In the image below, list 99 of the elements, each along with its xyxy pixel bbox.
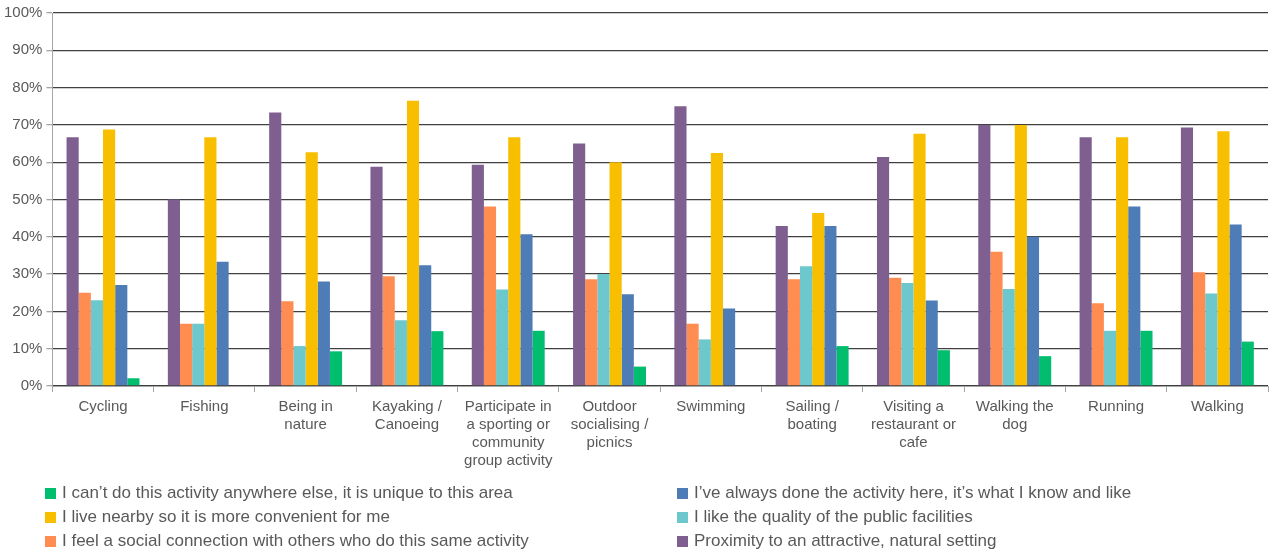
bar: [787, 279, 800, 386]
bar: [710, 152, 723, 386]
bar: [406, 100, 420, 386]
bar: [812, 212, 825, 386]
x-tick-label: Fishing: [180, 397, 229, 415]
bar: [1128, 206, 1141, 386]
bar: [78, 292, 91, 386]
bar: [1217, 131, 1230, 386]
x-tick-label: Outdoor socialising / picnics: [570, 397, 650, 451]
x-tick-label: Cycling: [78, 397, 128, 415]
legend-label: I’ve always done the activity here, it’s what I know and like: [694, 482, 1132, 504]
legend-label: I feel a social connection with others who do this same activity: [62, 530, 529, 552]
y-tick-label: 40%: [12, 226, 43, 244]
bar: [1180, 127, 1194, 386]
x-tick-label: Swimming: [676, 397, 746, 415]
bar: [1193, 272, 1206, 386]
bar: [1026, 236, 1040, 386]
bar: [216, 261, 229, 386]
bar: [824, 225, 837, 386]
legend-label: I like the quality of the public facilities: [694, 506, 973, 528]
bar: [281, 301, 294, 386]
y-tick-label: 30%: [12, 264, 43, 282]
bar: [1229, 224, 1242, 386]
bar: [1091, 303, 1104, 386]
x-tick-label: Being in nature: [278, 397, 333, 433]
x-tick-label: Running: [1088, 397, 1144, 415]
bar: [293, 346, 306, 386]
bar: [925, 300, 938, 386]
bar: [1116, 137, 1129, 386]
bar: [722, 308, 736, 386]
bar: [382, 276, 395, 386]
y-tick-label: 90%: [12, 40, 43, 58]
bar: [329, 351, 343, 386]
bar: [370, 166, 383, 386]
bar: [913, 133, 926, 386]
bar: [609, 162, 622, 386]
bar: [90, 300, 104, 386]
bar: [1079, 137, 1092, 386]
legend-label: Proximity to an attractive, natural setting: [694, 530, 997, 552]
bar: [573, 143, 586, 386]
bar: [990, 251, 1003, 386]
bar: [1241, 341, 1254, 386]
y-tick-label: 10%: [12, 338, 43, 356]
bar: [167, 199, 181, 386]
bar: [621, 294, 634, 386]
x-tick-label: Sailing / boating: [785, 397, 840, 433]
bar: [532, 330, 545, 386]
bar: [305, 152, 318, 386]
bar: [394, 320, 407, 386]
bar: [180, 323, 193, 386]
x-tick-label: Walking the dog: [975, 397, 1054, 433]
legend-label: I live nearby so it is more convenient for me: [62, 506, 390, 528]
y-tick-label: 100%: [3, 3, 43, 21]
bar: [103, 129, 116, 386]
bar: [496, 289, 509, 386]
bar: [978, 124, 991, 386]
bar: [66, 137, 79, 386]
bar: [597, 274, 610, 386]
legend-label: I can’t do this activity anywhere else, it is unique to this area: [62, 482, 513, 504]
bar: [686, 323, 699, 386]
x-tick-label: Visiting a restaurant or cafe: [870, 397, 956, 451]
bar: [876, 156, 890, 386]
bar: [419, 265, 432, 386]
bar: [483, 206, 497, 386]
bar: [1140, 330, 1153, 386]
bar: [799, 266, 813, 386]
bar: [431, 331, 444, 386]
bar: [520, 234, 533, 386]
bar: [585, 279, 598, 386]
bar: [889, 277, 902, 386]
bar: [127, 378, 140, 386]
x-tick-label: Walking: [1190, 397, 1244, 415]
bar: [901, 283, 914, 386]
bar: [508, 137, 521, 386]
bar: [633, 366, 646, 386]
bar: [269, 112, 282, 386]
bar: [698, 339, 711, 386]
bar: [1002, 289, 1015, 386]
y-tick-label: 70%: [12, 115, 43, 133]
y-tick-label: 60%: [12, 152, 43, 170]
x-tick-label: Participate in a sporting or community group activity: [464, 397, 553, 469]
y-tick-label: 20%: [12, 301, 43, 319]
bar: [115, 284, 128, 386]
bar: [836, 346, 849, 386]
bar: [317, 281, 330, 386]
y-tick-label: 80%: [12, 77, 43, 95]
bar: [775, 225, 788, 386]
bar: [1014, 124, 1027, 386]
bar: [1205, 293, 1218, 386]
bar: [1039, 356, 1052, 386]
y-tick-label: 0%: [20, 376, 43, 394]
bar: [192, 323, 205, 386]
bar: [471, 164, 484, 386]
bar: [674, 106, 687, 386]
bar: [204, 137, 217, 386]
bar: [937, 350, 950, 386]
x-tick-label: Kayaking / Canoeing: [371, 397, 443, 433]
y-tick-label: 50%: [12, 189, 43, 207]
bar: [1103, 330, 1117, 386]
